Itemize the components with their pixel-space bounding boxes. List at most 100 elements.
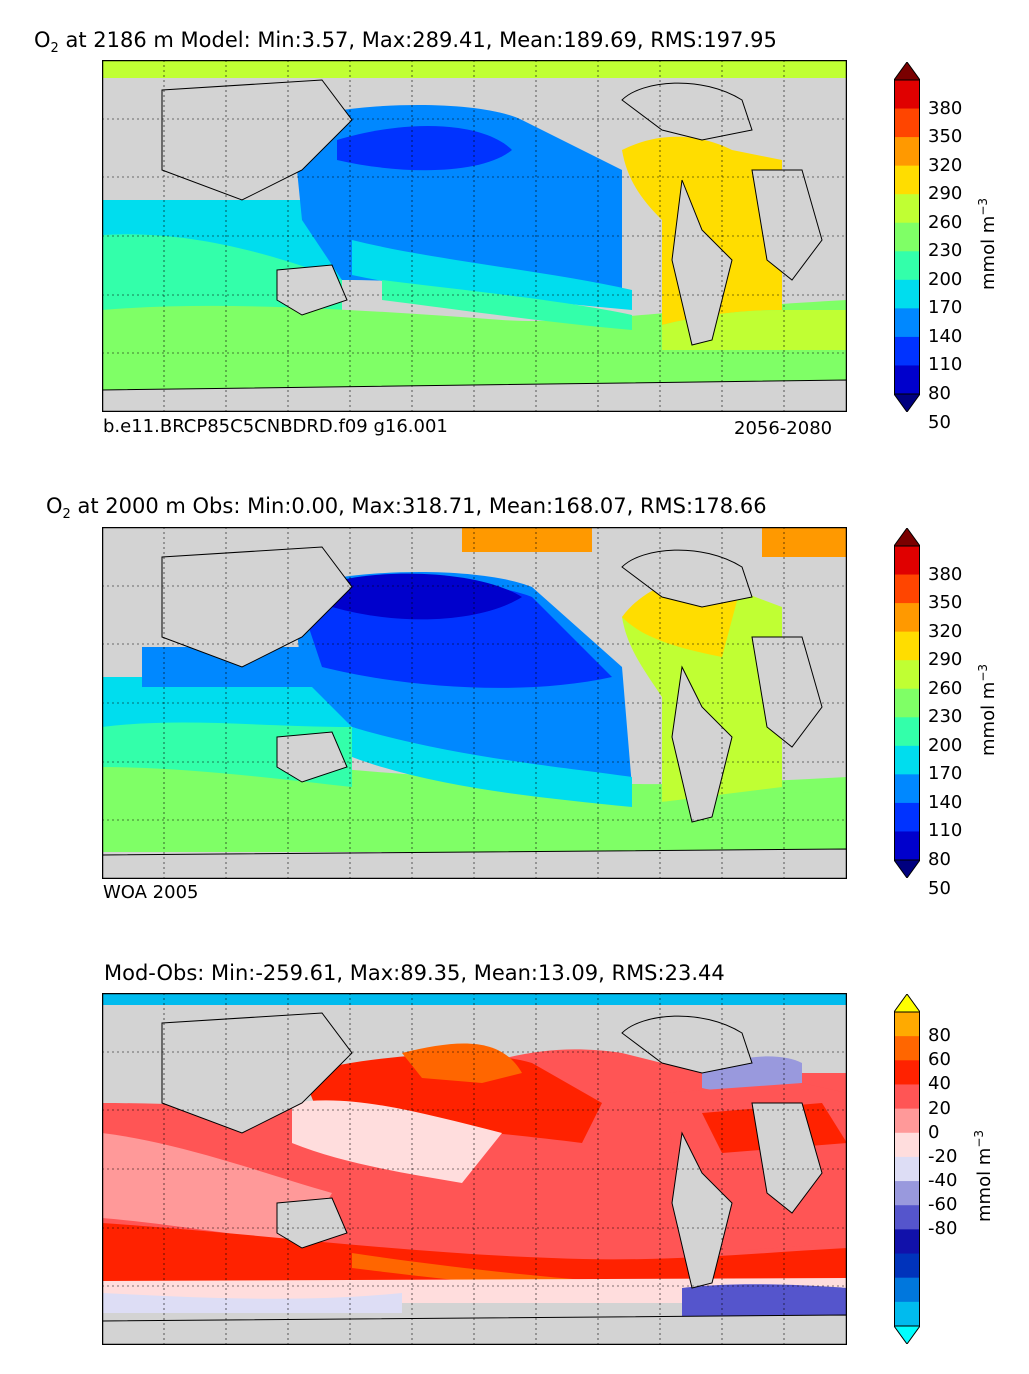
panel-3-title-text: Mod-Obs: Min:-259.61, Max:89.35, Mean:13… [104, 961, 725, 985]
colorbar-max-arrow [893, 61, 921, 81]
panel-2-colorbar [893, 527, 921, 882]
panel-3-colorbar-unit: mmol m−3 [972, 1130, 995, 1222]
panel-3-title: Mod-Obs: Min:-259.61, Max:89.35, Mean:13… [104, 961, 725, 985]
colorbar-segment [894, 165, 920, 195]
panel-1-colorbar-unit-exp: −3 [976, 197, 990, 216]
colorbar-segment [894, 1229, 920, 1255]
panel-2-map [102, 527, 847, 879]
colorbar-segment [894, 279, 920, 309]
colorbar-segment [894, 831, 920, 861]
colorbar-tick-label: 290 [928, 649, 963, 671]
colorbar-segment [894, 574, 920, 604]
colorbar-tick-label: -40 [928, 1170, 958, 1192]
colorbar-segment [894, 1301, 920, 1327]
colorbar-tick-label: 230 [928, 240, 963, 262]
colorbar-tick-label: 200 [928, 734, 963, 756]
colorbar-tick-label: 320 [928, 154, 963, 176]
colorbar-tick-label: 110 [928, 354, 963, 376]
panel-1-colorbar-unit: mmol m−3 [976, 198, 999, 290]
colorbar-segment [894, 137, 920, 167]
colorbar-tick-label: -80 [928, 1218, 958, 1240]
colorbar-segment [894, 546, 920, 576]
colorbar-segment [894, 1036, 920, 1061]
panel-1-map [102, 60, 847, 412]
panel-1-run-label: b.e11.BRCP85C5CNBDRD.f09 g16.001 [103, 416, 448, 437]
panel-2-colorbar-unit-exp: −3 [976, 663, 990, 682]
colorbar-tick-label: 80 [928, 383, 951, 404]
colorbar-tick-label: 380 [928, 563, 963, 585]
colorbar-segment [894, 1108, 920, 1134]
panel-3-colorbar [893, 993, 921, 1348]
colorbar-segment [894, 717, 920, 747]
colorbar-tick-label: 140 [928, 325, 963, 347]
colorbar-segment [894, 631, 920, 661]
colorbar-segment [894, 194, 920, 224]
colorbar-tick-label: 60 [928, 1049, 951, 1071]
colorbar-tick-label: 170 [928, 297, 963, 319]
colorbar-segment [894, 308, 920, 338]
colorbar-max-arrow [893, 527, 921, 547]
colorbar-segment [894, 603, 920, 633]
colorbar-segment [894, 1181, 920, 1206]
colorbar-tick-label: 170 [928, 763, 963, 785]
panel-1-period-label: 2056-2080 [734, 418, 833, 439]
panel-3-colorbar-unit-exp: −3 [972, 1129, 986, 1148]
colorbar-segment [894, 1156, 920, 1182]
colorbar-tick-label: 40 [928, 1073, 951, 1095]
colorbar-tick-label: 20 [928, 1097, 951, 1119]
colorbar-segment [894, 336, 920, 366]
colorbar-segment [894, 802, 920, 832]
panel-3-map [102, 993, 847, 1345]
colorbar-segment [894, 1060, 920, 1085]
colorbar-tick-label: 380 [928, 97, 963, 119]
colorbar-tick-label: 140 [928, 791, 963, 813]
colorbar-segment [894, 745, 920, 775]
colorbar-tick-label: 200 [928, 268, 963, 290]
panel-2-title: O2 at 2000 m Obs: Min:0.00, Max:318.71, … [46, 494, 767, 522]
colorbar-min-arrow [893, 859, 921, 879]
colorbar-segment [894, 774, 920, 804]
panel-1-colorbar [893, 61, 921, 416]
colorbar-tick-label: 260 [928, 677, 963, 699]
colorbar-tick-label: 260 [928, 211, 963, 233]
panel-2-title-var-sub: 2 [62, 507, 71, 523]
colorbar-tick-label: 290 [928, 183, 963, 205]
panel-2-source-label: WOA 2005 [103, 882, 199, 903]
panel-3-colorbar-unit-text: mmol m [974, 1147, 995, 1222]
colorbar-min-arrow [893, 1325, 921, 1345]
colorbar-segment [894, 1132, 920, 1158]
colorbar-tick-label: 350 [928, 592, 963, 614]
panel-2-title-text: at 2000 m Obs: Min:0.00, Max:318.71, Mea… [70, 494, 767, 518]
colorbar-tick-label: 110 [928, 820, 963, 842]
colorbar-segment [894, 1084, 920, 1110]
colorbar-segment [894, 80, 920, 110]
colorbar-tick-label: -20 [928, 1145, 958, 1167]
panel-1-colorbar-unit-text: mmol m [978, 215, 999, 290]
panel-2-colorbar-unit: mmol m−3 [976, 664, 999, 756]
colorbar-segment [894, 1253, 920, 1279]
panel-1-title-text: at 2186 m Model: Min:3.57, Max:289.41, M… [58, 28, 777, 52]
colorbar-tick-label: 50 [928, 877, 951, 899]
colorbar-tick-label: 350 [928, 126, 963, 148]
colorbar-segment [894, 688, 920, 718]
colorbar-tick-label: 80 [928, 849, 951, 870]
panel-1-title-var-sub: 2 [50, 41, 59, 57]
colorbar-tick-label: 80 [928, 1025, 951, 1047]
colorbar-tick-label: 320 [928, 620, 963, 642]
colorbar-segment [894, 660, 920, 690]
colorbar-segment [894, 251, 920, 281]
panel-2-title-var: O [46, 494, 63, 518]
colorbar-tick-label: -60 [928, 1194, 958, 1216]
colorbar-tick-label: 0 [928, 1121, 940, 1143]
colorbar-segment [894, 365, 920, 395]
colorbar-tick-label: 230 [928, 706, 963, 728]
colorbar-segment [894, 1277, 920, 1303]
colorbar-segment [894, 1012, 920, 1037]
colorbar-min-arrow [893, 393, 921, 413]
colorbar-tick-label: 50 [928, 411, 951, 433]
colorbar-max-arrow [893, 993, 921, 1013]
colorbar-segment [894, 222, 920, 252]
panel-1-title-var: O [34, 28, 51, 52]
colorbar-segment [894, 108, 920, 138]
panel-1-title: O2 at 2186 m Model: Min:3.57, Max:289.41… [34, 28, 777, 56]
